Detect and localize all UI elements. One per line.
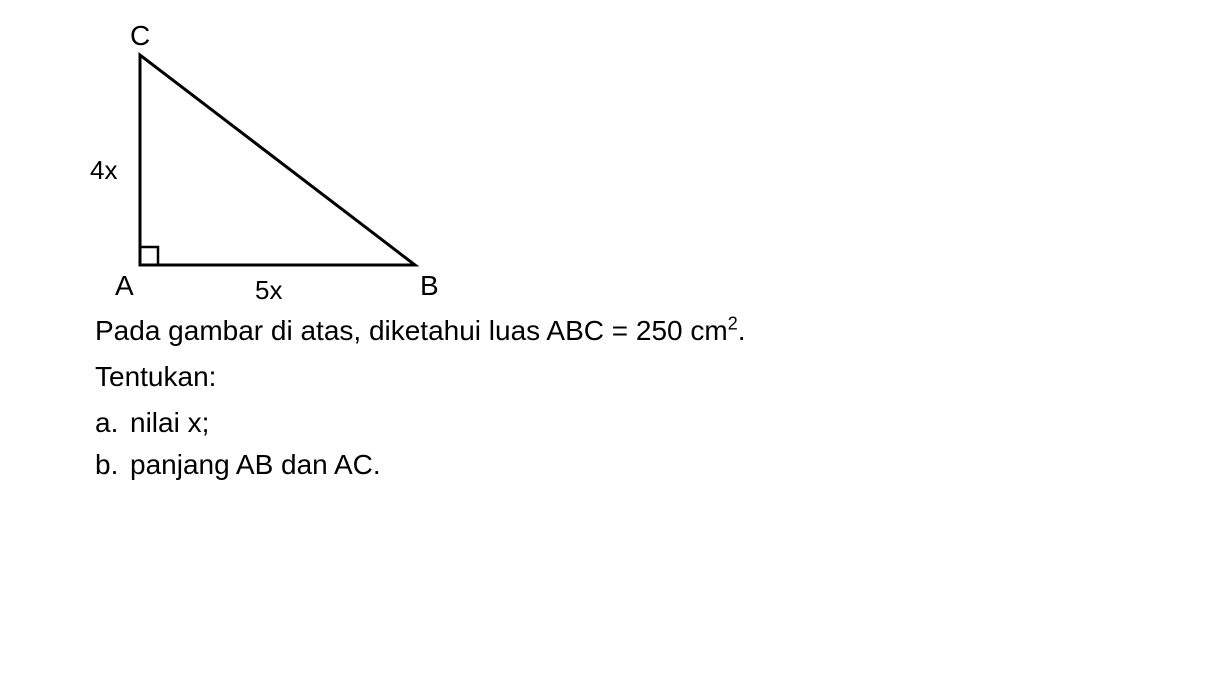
question-b-text: panjang AB dan AC.	[130, 449, 381, 480]
side-label-ab: 5x	[255, 275, 282, 306]
side-label-ac: 4x	[90, 155, 117, 186]
question-a: a.nilai x;	[95, 402, 1115, 444]
question-a-text: nilai x;	[130, 407, 209, 438]
problem-statement: Pada gambar di atas, diketahui luas ABC …	[95, 310, 1115, 352]
instruction-text: Tentukan:	[95, 356, 1115, 398]
question-a-label: a.	[95, 402, 130, 444]
vertex-label-a: A	[115, 270, 134, 302]
question-b-label: b.	[95, 444, 130, 486]
problem-content: Pada gambar di atas, diketahui luas ABC …	[95, 310, 1115, 486]
triangle-shape	[140, 55, 415, 265]
triangle-svg	[90, 20, 440, 300]
vertex-label-b: B	[420, 270, 439, 302]
right-angle-marker	[140, 247, 158, 265]
statement-exponent: 2	[728, 314, 738, 334]
statement-text-1: Pada gambar di atas, diketahui luas ABC …	[95, 315, 728, 346]
triangle-diagram: C A B 4x 5x	[90, 20, 440, 300]
vertex-label-c: C	[130, 20, 150, 52]
statement-text-2: .	[738, 315, 746, 346]
question-b: b.panjang AB dan AC.	[95, 444, 1115, 486]
